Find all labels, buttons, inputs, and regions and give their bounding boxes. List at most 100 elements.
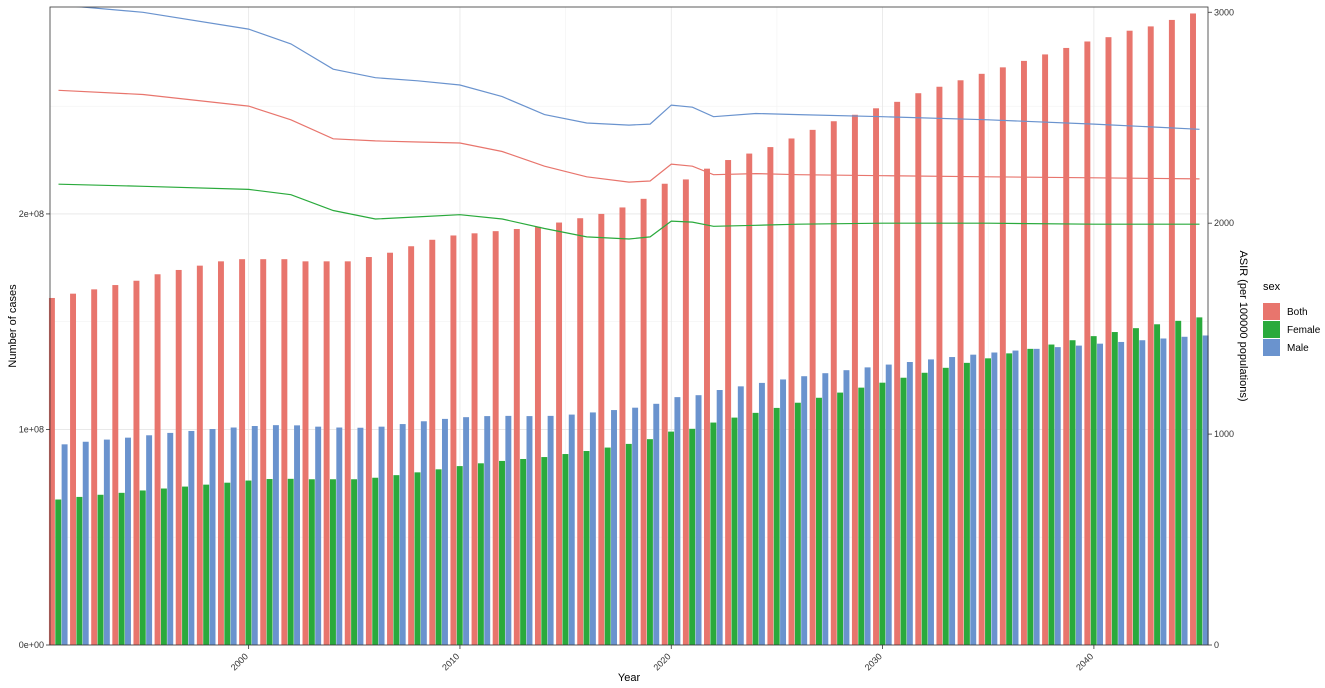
bar-both-2019 [640,198,647,645]
bar-both-2032 [915,93,922,646]
bar-both-1996 [154,274,161,645]
bar-female-2008 [414,472,421,645]
bar-male-2013 [526,416,533,645]
bar-female-2026 [794,402,801,645]
bar-female-2036 [1006,353,1013,645]
line-male [75,7,1200,130]
bar-female-1995 [139,490,146,645]
bar-male-2045 [1202,335,1209,645]
bar-male-2008 [420,421,427,645]
bar-male-2027 [822,373,829,645]
bar-female-1997 [182,486,189,645]
bar-both-2038 [1042,54,1049,646]
bar-both-2029 [851,114,858,645]
bar-female-2027 [816,397,822,645]
bar-male-2017 [611,410,617,645]
bar-male-2030 [885,364,892,645]
bar-both-2015 [556,222,563,646]
bar-both-2014 [534,226,541,645]
bar-male-1999 [230,427,237,645]
x-axis-title: Year [618,672,641,684]
bar-female-1996 [160,488,167,645]
bar-female-2029 [858,387,865,645]
bar-both-2039 [1063,47,1070,645]
bar-male-2020 [674,397,681,645]
bar-male-1992 [82,441,89,645]
bar-male-1997 [188,430,195,645]
bar-male-2038 [1054,347,1061,645]
bar-female-2023 [731,417,738,645]
bar-male-1995 [146,435,153,645]
bar-male-2040 [1097,343,1103,645]
bar-both-1998 [196,265,203,645]
bar-female-2037 [1027,348,1034,645]
line-both [58,89,1200,183]
bar-both-2004 [323,261,330,645]
bar-male-2036 [1012,350,1019,645]
bar-both-2005 [344,261,351,645]
bar-both-1999 [217,261,224,645]
bar-female-2002 [287,478,294,645]
bar-both-2040 [1084,41,1091,646]
bar-both-2002 [281,259,288,645]
bar-female-2024 [752,412,759,645]
bar-both-2033 [936,86,943,645]
bar-both-2045 [1190,13,1196,646]
bar-male-2021 [695,395,702,645]
bar-both-2043 [1147,26,1154,645]
bar-both-2022 [704,168,710,645]
bar-male-2042 [1139,340,1146,645]
y-axis-right: 0 1000 2000 3000 [1208,7,1234,650]
y-axis-left: 0e+00 1e+08 2e+08 [19,209,50,650]
bar-male-2009 [441,418,448,645]
bar-female-2035 [985,358,991,645]
bar-both-2041 [1105,37,1112,646]
bar-male-2002 [294,425,301,645]
bar-female-2038 [1048,344,1055,645]
bar-male-2014 [547,415,554,645]
bar-both-2034 [957,80,964,645]
bar-both-2008 [408,246,415,645]
bar-both-2001 [260,259,267,645]
bar-both-1997 [175,269,182,645]
bar-female-2028 [837,392,844,645]
bar-female-1993 [97,494,104,645]
bar-female-2025 [773,407,780,645]
bar-female-2016 [583,451,590,645]
bar-male-2023 [737,386,744,645]
bar-both-2036 [999,67,1006,646]
bar-both-2021 [682,179,689,645]
bar-both-2044 [1168,19,1175,646]
bar-male-2033 [949,357,956,645]
bar-female-2044 [1175,320,1182,645]
bar-both-2000 [239,259,246,645]
bar-male-2028 [843,370,850,645]
bar-female-2021 [689,428,696,645]
bar-male-2007 [399,424,406,645]
bar-male-2024 [758,382,765,645]
bar-both-2011 [471,233,478,645]
legend-label-female: Female [1287,325,1321,336]
bar-both-2028 [830,121,837,646]
bar-male-2029 [864,367,871,645]
bar-female-2039 [1069,340,1076,645]
y-axis-right-title: ASIR (per 100000 populations) [1237,250,1249,401]
bar-male-1993 [103,439,110,645]
bar-female-2006 [372,477,379,645]
bar-female-2030 [879,382,886,645]
bar-male-2003 [315,426,322,645]
bar-female-2015 [562,454,569,645]
bar-female-2045 [1196,317,1203,645]
bar-both-2023 [725,160,732,645]
bar-both-1995 [133,280,140,645]
bar-both-2035 [978,73,985,645]
bar-female-2010 [456,466,463,645]
bars [48,13,1209,646]
legend-title: sex [1263,281,1281,293]
bar-male-2041 [1118,341,1125,645]
bar-both-1993 [91,289,98,645]
bar-male-2004 [336,427,343,645]
bar-female-2004 [329,479,336,645]
bar-male-2022 [716,390,723,645]
